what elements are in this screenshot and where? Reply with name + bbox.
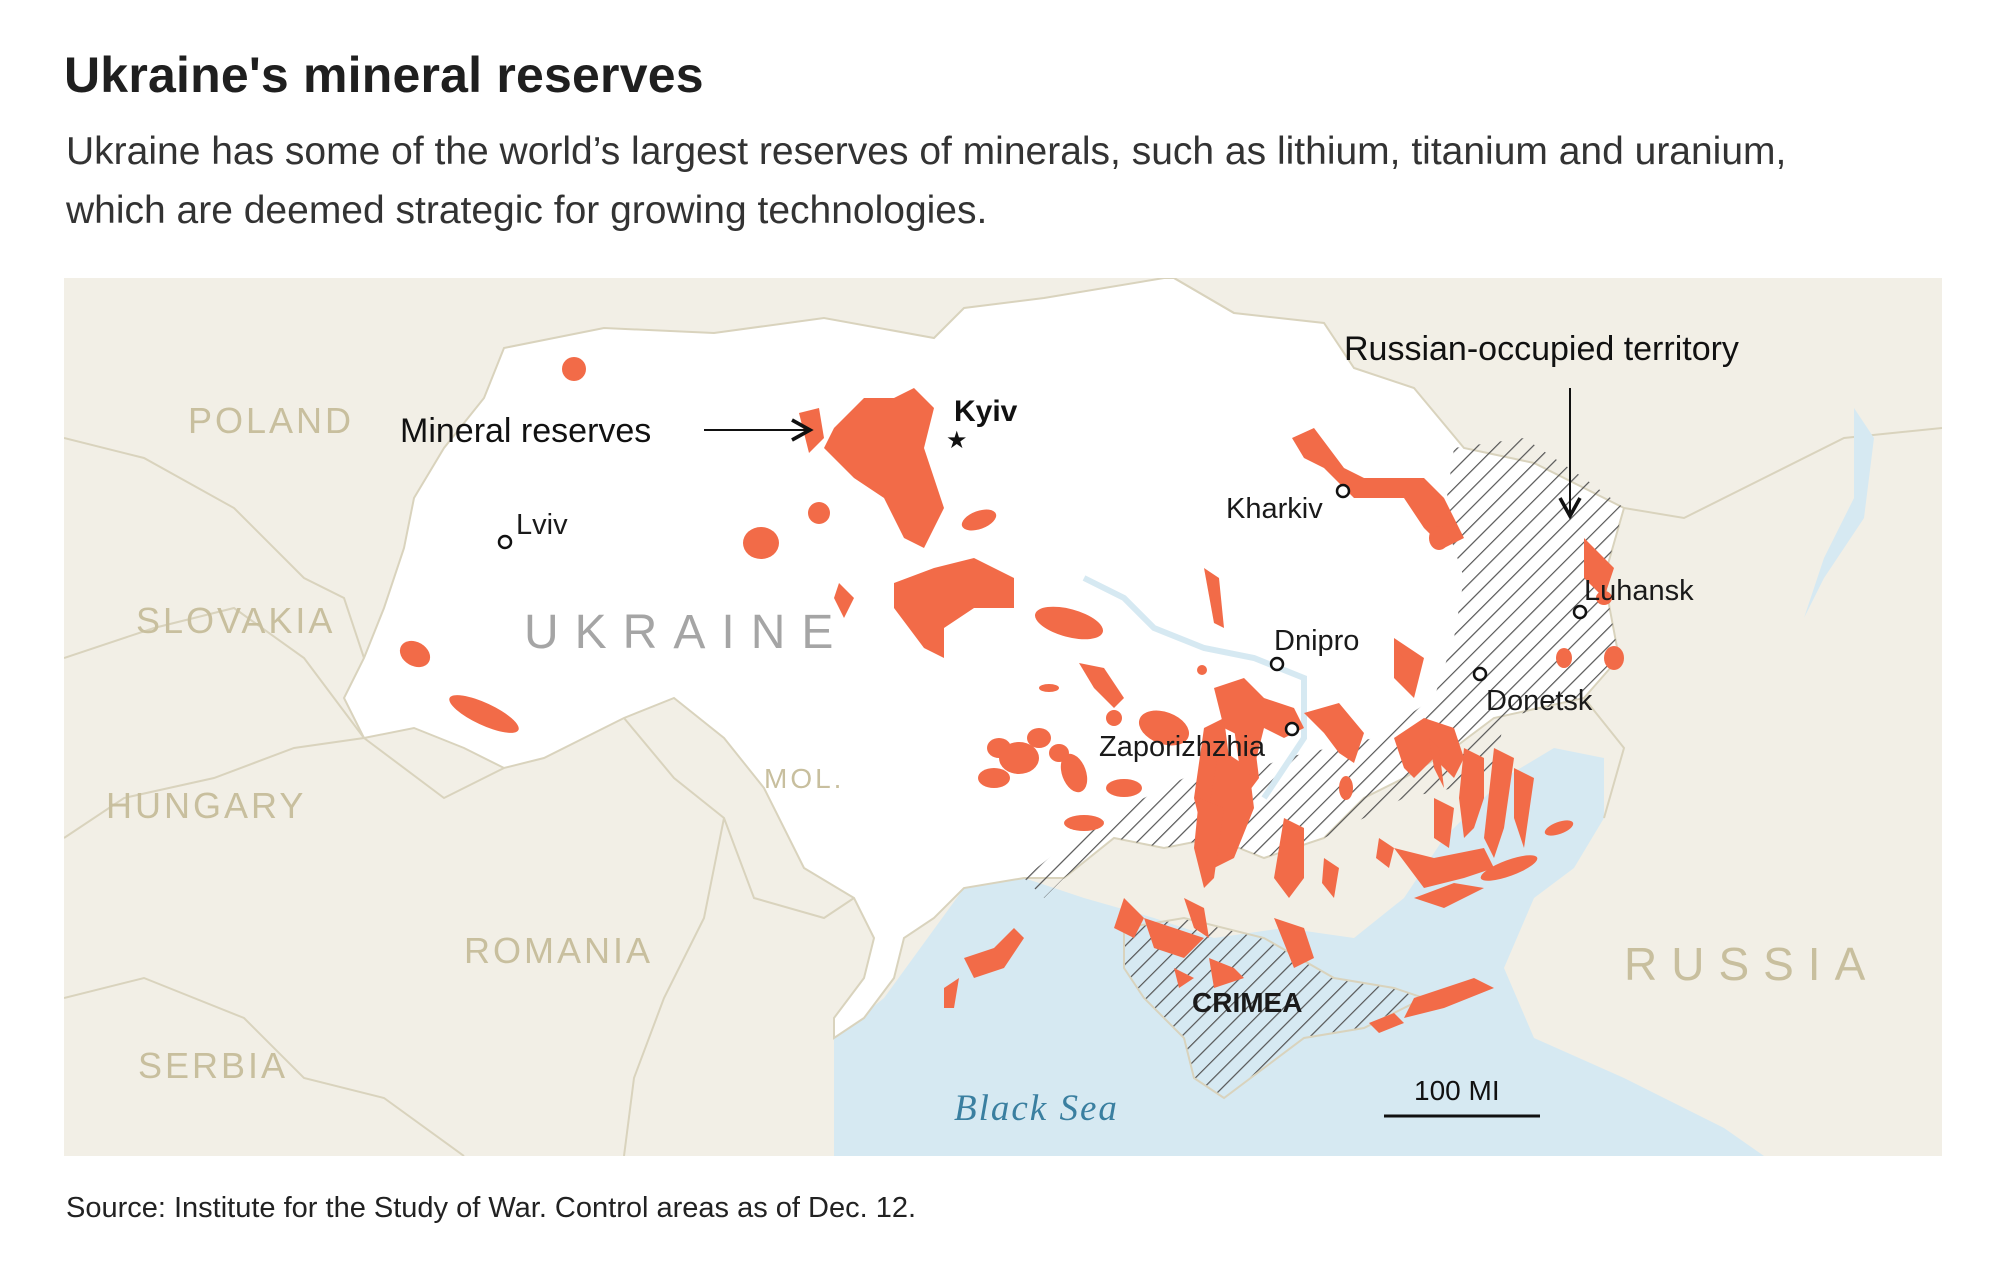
label-lviv: Lviv [516,509,568,541]
lviv-dot-icon [497,534,513,550]
luhansk-dot-icon [1572,604,1588,620]
label-hungary: HUNGARY [106,785,306,826]
label-russia: RUSSIA [1624,938,1879,990]
label-ukraine: UKRAINE [524,606,849,659]
label-zaporizhzhia: Zaporizhzhia [1099,731,1266,763]
zaporizhzhia-dot-icon [1284,721,1300,737]
dnipro-dot-icon [1269,656,1285,672]
label-poland: POLAND [188,400,354,441]
city-donetsk: Donetsk [1472,666,1593,717]
donetsk-dot-icon [1472,666,1488,682]
city-kharkiv: Kharkiv [1226,483,1351,525]
label-moldova: MOL. [764,763,844,794]
page-title: Ukraine's mineral reserves [64,47,704,103]
label-romania: ROMANIA [464,930,653,971]
city-luhansk: Luhansk [1572,575,1694,620]
label-luhansk: Luhansk [1584,575,1694,607]
city-lviv: Lviv [497,509,568,550]
scale-bar: 100 MI [1384,1075,1540,1118]
label-black-sea: Black Sea [954,1088,1119,1129]
country-borders [64,278,1942,1156]
label-kharkiv: Kharkiv [1226,493,1323,525]
source-note: Source: Institute for the Study of War. … [66,1192,917,1224]
ukraine-map: POLAND SLOVAKIA HUNGARY ROMANIA SERBIA M… [64,278,1942,1156]
label-donetsk: Donetsk [1486,685,1593,717]
annotation-occupied-label: Russian-occupied territory [1344,330,1739,368]
annotation-mineral-label: Mineral reserves [400,412,651,450]
kharkiv-dot-icon [1335,483,1351,499]
label-crimea: CRIMEA [1192,987,1302,1018]
scale-label: 100 MI [1414,1075,1500,1106]
mineral-reserves [399,357,1624,1033]
kyiv-star-icon: ★ [946,426,968,454]
page-subtitle: Ukraine has some of the world’s largest … [66,130,1787,232]
reservoir [1804,408,1874,618]
label-dnipro: Dnipro [1274,625,1359,657]
city-zaporizhzhia: Zaporizhzhia [1099,721,1300,763]
label-slovakia: SLOVAKIA [136,600,335,641]
city-kyiv: ★ Kyiv [946,395,1018,454]
annotation-occupied: Russian-occupied territory [1344,330,1739,520]
annotation-mineral-reserves: Mineral reserves [400,412,814,450]
label-serbia: SERBIA [138,1045,288,1086]
label-kyiv: Kyiv [954,395,1018,428]
city-dnipro: Dnipro [1269,625,1359,672]
